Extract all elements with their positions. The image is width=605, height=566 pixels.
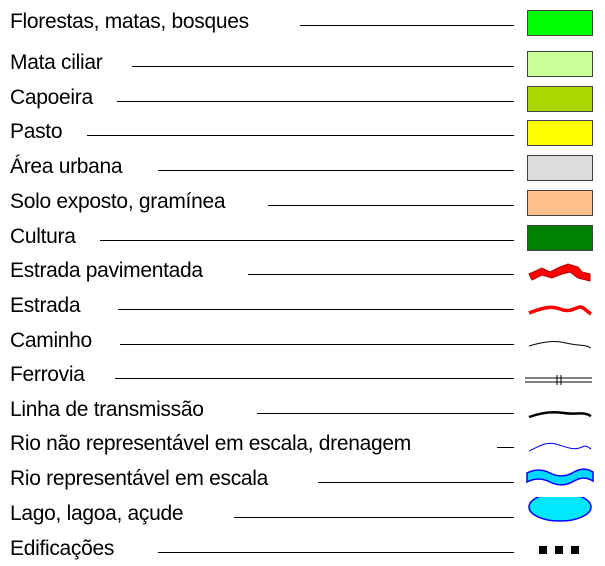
leader-line bbox=[318, 482, 514, 483]
color-swatch-cultura bbox=[527, 225, 593, 251]
color-swatch-florestas bbox=[527, 10, 593, 36]
road-icon bbox=[528, 305, 592, 316]
legend-label: Mata ciliar bbox=[10, 51, 103, 74]
legend-item-solo-exposto: Solo exposto, gramínea bbox=[0, 185, 605, 219]
legend-item-mata-ciliar: Mata ciliar bbox=[0, 46, 605, 80]
leader-line bbox=[234, 517, 514, 518]
legend-label: Área urbana bbox=[10, 155, 123, 178]
legend-label: Cultura bbox=[10, 225, 76, 248]
leader-line bbox=[158, 170, 514, 171]
legend-item-rio-escala: Rio representável em escala bbox=[0, 462, 605, 496]
legend-label: Linha de transmissão bbox=[10, 398, 204, 421]
legend-label: Estrada pavimentada bbox=[10, 259, 203, 282]
legend-label: Estrada bbox=[10, 294, 81, 317]
leader-line bbox=[300, 25, 514, 26]
leader-line bbox=[120, 344, 514, 345]
trail-icon bbox=[528, 341, 592, 349]
leader-line bbox=[100, 240, 514, 241]
color-swatch-pasto bbox=[527, 120, 593, 146]
legend-item-area-urbana: Área urbana bbox=[0, 150, 605, 184]
legend-item-lago: Lago, lagoa, açude bbox=[0, 497, 605, 531]
legend-item-cultura: Cultura bbox=[0, 220, 605, 254]
leader-line bbox=[268, 205, 514, 206]
legend-label: Caminho bbox=[10, 329, 92, 352]
legend-label: Capoeira bbox=[10, 86, 93, 109]
legend-label: Solo exposto, gramínea bbox=[10, 190, 226, 213]
legend-item-florestas: Florestas, matas, bosques bbox=[0, 5, 605, 39]
legend-item-rio-drenagem: Rio não representável em escala, drenage… bbox=[0, 427, 605, 461]
legend-item-pasto: Pasto bbox=[0, 115, 605, 149]
legend-item-ferrovia: Ferrovia bbox=[0, 358, 605, 392]
paved-road-icon bbox=[528, 263, 591, 282]
leader-line bbox=[115, 378, 514, 379]
legend-label: Rio representável em escala bbox=[10, 467, 269, 490]
leader-line bbox=[497, 447, 514, 448]
legend-label: Florestas, matas, bosques bbox=[10, 10, 249, 33]
leader-line bbox=[132, 66, 514, 67]
railway-icon bbox=[525, 375, 592, 385]
leader-line bbox=[257, 413, 514, 414]
legend-item-capoeira: Capoeira bbox=[0, 81, 605, 115]
leader-line bbox=[158, 552, 514, 553]
power-line-icon bbox=[528, 410, 592, 419]
legend-label: Pasto bbox=[10, 120, 63, 143]
color-swatch-mata-ciliar bbox=[527, 51, 593, 77]
leader-line bbox=[117, 101, 514, 102]
leader-line bbox=[87, 135, 514, 136]
legend-label: Ferrovia bbox=[10, 363, 85, 386]
legend-item-caminho: Caminho bbox=[0, 324, 605, 358]
legend-item-estrada: Estrada bbox=[0, 289, 605, 323]
color-swatch-solo-exposto bbox=[527, 190, 593, 216]
leader-line bbox=[248, 274, 514, 275]
legend-item-estrada-pavimentada: Estrada pavimentada bbox=[0, 254, 605, 288]
legend-label: Lago, lagoa, açude bbox=[10, 502, 184, 525]
leader-line bbox=[118, 309, 514, 310]
river-icon bbox=[526, 468, 594, 486]
stream-icon bbox=[528, 442, 592, 452]
color-swatch-area-urbana bbox=[527, 155, 593, 181]
legend-label: Edificações bbox=[10, 537, 115, 560]
color-swatch-capoeira bbox=[527, 86, 593, 112]
buildings-icon bbox=[539, 546, 579, 554]
legend-item-linha-transmissao: Linha de transmissão bbox=[0, 393, 605, 427]
lake-icon bbox=[528, 497, 592, 522]
legend-label: Rio não representável em escala, drenage… bbox=[10, 432, 411, 455]
legend-item-edificacoes: Edificações bbox=[0, 532, 605, 566]
